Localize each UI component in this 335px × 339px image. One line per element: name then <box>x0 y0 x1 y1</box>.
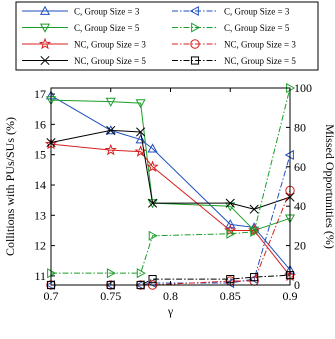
data-point-3-1 <box>106 125 116 135</box>
series-line-6 <box>51 190 291 286</box>
x-tick-label-3: 0.85 <box>220 289 241 303</box>
legend-label-0: C, Group Size = 3 <box>74 7 140 17</box>
data-point-3-4 <box>225 198 235 208</box>
legend-marker-7 <box>190 56 200 65</box>
data-point-1-1 <box>105 97 116 107</box>
data-point-5-2 <box>136 268 146 279</box>
legend-marker-2 <box>38 37 52 50</box>
data-point-5-3 <box>148 230 158 241</box>
plot-frame <box>50 87 291 286</box>
y-right-tick-label-2: 40 <box>294 199 306 213</box>
data-point-0-1 <box>105 125 116 135</box>
y-right-tick-label-5: 100 <box>294 81 312 95</box>
legend-label-3: NC, Group Size = 5 <box>74 56 146 66</box>
legend-box <box>15 1 319 71</box>
legend-label-2: NC, Group Size = 3 <box>74 40 146 50</box>
data-point-5-1 <box>106 268 116 279</box>
data-point-5-4 <box>226 228 236 239</box>
plot-area <box>44 82 297 291</box>
y-left-tick-label-0: 11 <box>34 269 46 283</box>
legend-marker-4 <box>189 5 199 17</box>
legend-label-6: NC, Group Size = 3 <box>224 40 296 50</box>
y-left-tick-label-6: 17 <box>34 87 46 101</box>
legend-marker-1 <box>39 23 51 33</box>
data-point-1-2 <box>135 99 146 109</box>
y-right-tick-label-1: 20 <box>294 239 306 253</box>
x-axis-title: γ <box>167 304 174 318</box>
legend-label-5: C, Group Size = 5 <box>224 23 290 33</box>
data-point-2-2 <box>134 145 147 157</box>
x-tick-label-1: 0.75 <box>100 289 121 303</box>
series-line-2 <box>50 143 291 277</box>
x-tick-label-2: 0.8 <box>163 289 178 303</box>
y-left-tick-label-2: 13 <box>34 208 46 222</box>
legend-marker-6 <box>190 39 200 49</box>
y-right-tick-label-3: 60 <box>294 160 306 174</box>
y-left-tick-label-5: 16 <box>34 117 46 131</box>
y-right-tick-label-4: 80 <box>294 120 306 134</box>
x-tick-label-0: 0.7 <box>44 289 59 303</box>
data-point-5-5 <box>250 226 260 237</box>
data-point-3-3 <box>148 198 158 208</box>
series-line-4 <box>51 154 291 286</box>
series-line-1 <box>50 99 291 232</box>
y-left-tick-label-4: 15 <box>34 148 46 162</box>
legend: C, Group Size = 3 C, Group Size = 5 NC, Gr… <box>15 1 319 71</box>
series-line-0 <box>50 95 291 271</box>
data-point-2-3 <box>146 160 159 173</box>
legend-marker-5 <box>191 22 201 33</box>
y-right-tick-label-0: 0 <box>294 278 300 292</box>
data-point-2-4 <box>224 224 237 236</box>
legend-label-7: NC, Group Size = 5 <box>224 56 296 66</box>
data-point-7-3 <box>148 275 157 284</box>
y-left-tick-label-3: 14 <box>34 178 46 192</box>
y-right-axis-title: Missed Opportunities (%) <box>323 124 335 249</box>
data-point-0-4 <box>225 219 236 229</box>
data-point-3-2 <box>136 127 146 137</box>
series-line-3 <box>50 129 291 210</box>
legend-label-4: C, Group Size = 3 <box>224 7 290 17</box>
data-point-3-5 <box>249 204 259 214</box>
data-point-0-2 <box>135 134 146 144</box>
series-line-5 <box>51 87 291 274</box>
x-tick-label-4: 0.9 <box>283 289 298 303</box>
data-point-0-3 <box>147 143 158 153</box>
y-left-axis-title: Collitions with PUs/SUs (%) <box>3 117 17 256</box>
axes: 0.7 0.75 0.8 0.85 0.9 11 12 13 14 15 16 17 0 20 40 60 80… <box>3 81 335 318</box>
legend-label-1: C, Group Size = 5 <box>74 23 140 33</box>
legend-marker-0 <box>39 5 51 15</box>
legend-marker-3 <box>40 55 50 66</box>
data-point-2-1 <box>104 143 117 156</box>
data-point-7-5 <box>250 273 259 282</box>
y-left-tick-label-1: 12 <box>34 239 46 253</box>
